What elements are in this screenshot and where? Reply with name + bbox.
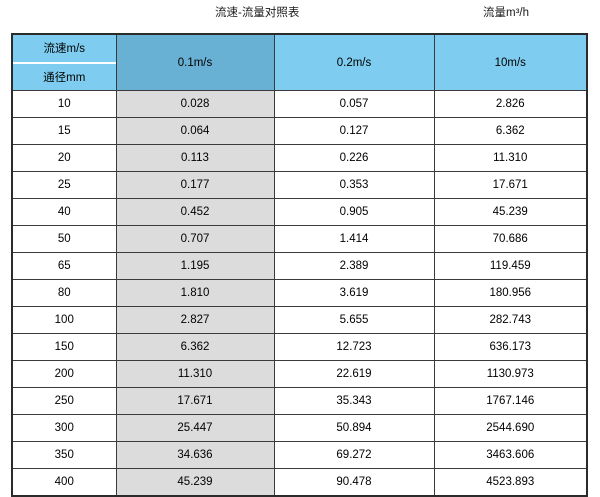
cell-diameter: 25 xyxy=(11,171,117,199)
cell-flow-10: 70.686 xyxy=(433,225,588,253)
cell-flow-10: 45.239 xyxy=(433,198,588,226)
cell-flow-0_2: 0.226 xyxy=(273,144,435,172)
page-title: 流速-流量对照表 xyxy=(215,7,300,19)
cell-flow-10: 180.956 xyxy=(433,279,588,307)
cell-flow-0_1: 25.447 xyxy=(115,414,275,442)
cell-diameter: 15 xyxy=(11,117,117,145)
cell-flow-10: 2544.690 xyxy=(433,414,588,442)
corner-diameter-label: 通径mm xyxy=(13,63,115,90)
table-body: 流速m/s 通径mm 0.1m/s 0.2m/s 10m/s 10 0.028 0.… xyxy=(11,33,588,497)
cell-flow-0_1: 0.707 xyxy=(115,225,275,253)
table-row: 80 1.810 3.619 180.956 xyxy=(11,279,588,307)
cell-diameter: 20 xyxy=(11,144,117,172)
cell-flow-0_1: 0.177 xyxy=(115,171,275,199)
table-row: 100 2.827 5.655 282.743 xyxy=(11,306,588,334)
table-row: 200 11.310 22.619 1130.973 xyxy=(11,360,588,388)
caption-strip: 流速-流量对照表 流量m³/h xyxy=(0,0,600,33)
header-col-v10: 10m/s xyxy=(433,33,588,91)
flow-reference-table: 流速m/s 通径mm 0.1m/s 0.2m/s 10m/s 10 0.028 0.… xyxy=(11,33,588,497)
cell-flow-0_2: 0.057 xyxy=(273,90,435,118)
header-col-v0_1: 0.1m/s xyxy=(115,33,275,91)
cell-flow-0_1: 0.452 xyxy=(115,198,275,226)
cell-flow-0_1: 17.671 xyxy=(115,387,275,415)
cell-flow-10: 2.826 xyxy=(433,90,588,118)
table-row: 40 0.452 0.905 45.239 xyxy=(11,198,588,226)
cell-flow-0_2: 5.655 xyxy=(273,306,435,334)
cell-flow-10: 4523.893 xyxy=(433,468,588,497)
cell-flow-10: 1767.146 xyxy=(433,387,588,415)
cell-diameter: 65 xyxy=(11,252,117,280)
cell-flow-0_2: 0.905 xyxy=(273,198,435,226)
cell-diameter: 50 xyxy=(11,225,117,253)
cell-flow-0_1: 6.362 xyxy=(115,333,275,361)
cell-flow-0_2: 35.343 xyxy=(273,387,435,415)
cell-diameter: 80 xyxy=(11,279,117,307)
cell-flow-0_2: 2.389 xyxy=(273,252,435,280)
cell-flow-10: 6.362 xyxy=(433,117,588,145)
cell-diameter: 150 xyxy=(11,333,117,361)
cell-diameter: 400 xyxy=(11,468,117,497)
cell-flow-10: 282.743 xyxy=(433,306,588,334)
cell-flow-0_1: 2.827 xyxy=(115,306,275,334)
cell-flow-0_1: 0.064 xyxy=(115,117,275,145)
cell-flow-0_2: 69.272 xyxy=(273,441,435,469)
cell-flow-10: 17.671 xyxy=(433,171,588,199)
cell-flow-0_2: 50.894 xyxy=(273,414,435,442)
corner-stack: 流速m/s 通径mm xyxy=(13,35,115,90)
cell-flow-10: 119.459 xyxy=(433,252,588,280)
cell-diameter: 300 xyxy=(11,414,117,442)
table-row: 50 0.707 1.414 70.686 xyxy=(11,225,588,253)
table-row: 25 0.177 0.353 17.671 xyxy=(11,171,588,199)
flow-unit-label: 流量m³/h xyxy=(483,7,529,19)
corner-velocity-label: 流速m/s xyxy=(13,35,115,64)
cell-flow-0_1: 0.113 xyxy=(115,144,275,172)
table-row: 400 45.239 90.478 4523.893 xyxy=(11,468,588,497)
cell-flow-10: 11.310 xyxy=(433,144,588,172)
flow-reference-table-wrapper: 流速m/s 通径mm 0.1m/s 0.2m/s 10m/s 10 0.028 0.… xyxy=(11,33,588,497)
table-row: 250 17.671 35.343 1767.146 xyxy=(11,387,588,415)
cell-flow-0_1: 11.310 xyxy=(115,360,275,388)
table-row: 300 25.447 50.894 2544.690 xyxy=(11,414,588,442)
header-col-v0_2: 0.2m/s xyxy=(273,33,435,91)
table-row: 150 6.362 12.723 636.173 xyxy=(11,333,588,361)
cell-flow-0_2: 12.723 xyxy=(273,333,435,361)
cell-flow-10: 3463.606 xyxy=(433,441,588,469)
cell-flow-0_1: 34.636 xyxy=(115,441,275,469)
table-row: 15 0.064 0.127 6.362 xyxy=(11,117,588,145)
cell-flow-0_2: 0.353 xyxy=(273,171,435,199)
cell-flow-0_1: 1.810 xyxy=(115,279,275,307)
cell-flow-0_1: 45.239 xyxy=(115,468,275,497)
cell-flow-0_2: 3.619 xyxy=(273,279,435,307)
table-row: 10 0.028 0.057 2.826 xyxy=(11,90,588,118)
cell-flow-0_2: 90.478 xyxy=(273,468,435,497)
table-row: 350 34.636 69.272 3463.606 xyxy=(11,441,588,469)
cell-flow-0_1: 1.195 xyxy=(115,252,275,280)
cell-diameter: 350 xyxy=(11,441,117,469)
cell-flow-0_1: 0.028 xyxy=(115,90,275,118)
cell-diameter: 100 xyxy=(11,306,117,334)
table-row: 20 0.113 0.226 11.310 xyxy=(11,144,588,172)
cell-flow-10: 1130.973 xyxy=(433,360,588,388)
cell-diameter: 200 xyxy=(11,360,117,388)
cell-diameter: 40 xyxy=(11,198,117,226)
table-row: 65 1.195 2.389 119.459 xyxy=(11,252,588,280)
cell-flow-0_2: 0.127 xyxy=(273,117,435,145)
cell-flow-10: 636.173 xyxy=(433,333,588,361)
cell-flow-0_2: 22.619 xyxy=(273,360,435,388)
cell-diameter: 10 xyxy=(11,90,117,118)
table-header-row: 流速m/s 通径mm 0.1m/s 0.2m/s 10m/s xyxy=(11,33,588,91)
cell-flow-0_2: 1.414 xyxy=(273,225,435,253)
cell-diameter: 250 xyxy=(11,387,117,415)
header-corner-cell: 流速m/s 通径mm xyxy=(11,33,117,91)
